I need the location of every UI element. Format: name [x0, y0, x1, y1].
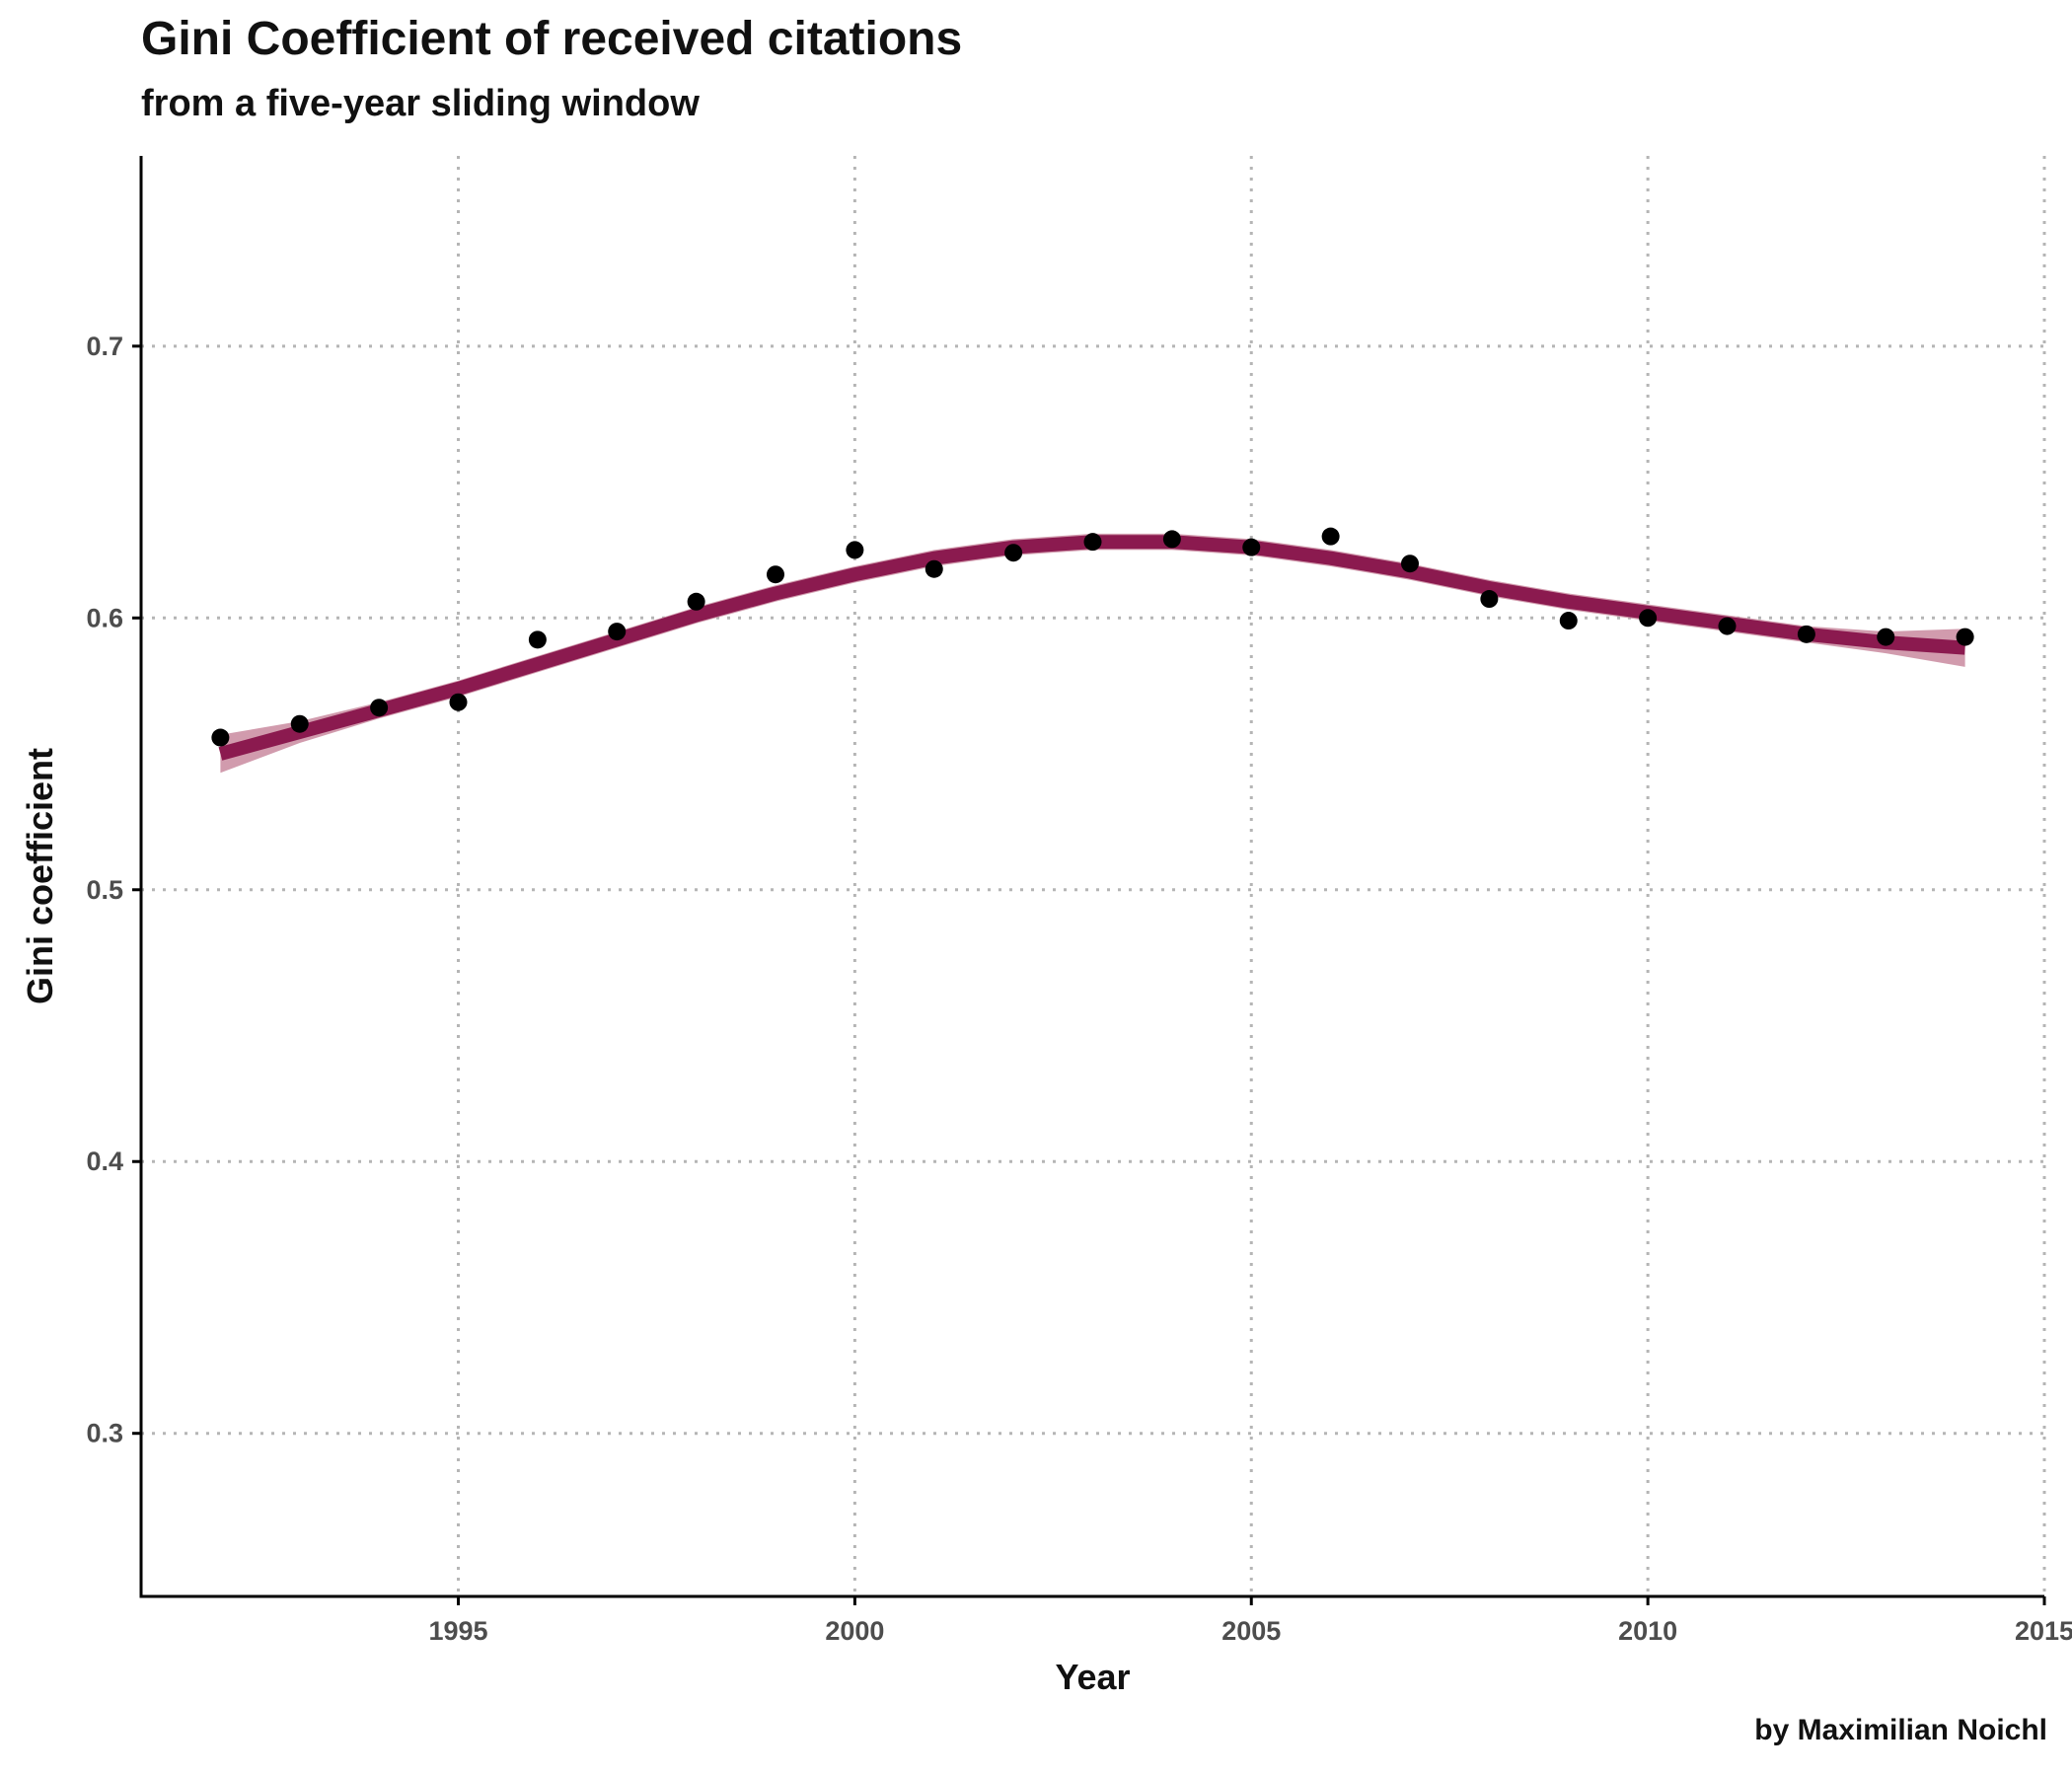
data-point	[1004, 544, 1023, 562]
x-tick-label: 2000	[825, 1616, 884, 1646]
y-tick-label: 0.5	[86, 875, 123, 905]
data-point	[211, 728, 230, 747]
x-tick-label: 1995	[428, 1616, 487, 1646]
data-point	[1162, 530, 1181, 549]
y-tick-label: 0.4	[86, 1147, 123, 1176]
chart-caption: by Maximilian Noichl	[1754, 1714, 2047, 1746]
x-tick-label: 2015	[2015, 1616, 2072, 1646]
trend-line	[218, 535, 1966, 761]
data-point	[687, 592, 705, 611]
data-point	[1242, 538, 1261, 556]
data-point	[1877, 628, 1895, 646]
data-point	[1083, 533, 1102, 552]
x-axis-title: Year	[1055, 1657, 1130, 1697]
y-axis-title: Gini coefficient	[20, 748, 60, 1004]
data-point	[1559, 612, 1578, 630]
band-layer	[220, 533, 1965, 774]
x-tick-label: 2005	[1221, 1616, 1281, 1646]
point-layer	[211, 527, 1974, 747]
data-point	[528, 630, 547, 649]
data-point	[1401, 555, 1419, 573]
data-point	[925, 559, 943, 578]
data-point	[1718, 617, 1737, 635]
y-tick-label: 0.3	[86, 1419, 123, 1448]
grid-layer	[141, 156, 2046, 1596]
data-point	[1480, 590, 1499, 609]
data-point	[449, 693, 468, 711]
data-point	[1797, 625, 1815, 643]
y-tick-label: 0.7	[86, 332, 123, 361]
line-layer	[218, 535, 1966, 761]
chart-title: Gini Coefficient of received citations	[141, 13, 963, 65]
data-point	[1321, 527, 1340, 546]
x-tick-label: 2010	[1618, 1616, 1677, 1646]
data-point	[290, 714, 309, 733]
data-point	[1639, 609, 1658, 628]
data-point	[608, 623, 627, 641]
data-point	[370, 699, 389, 717]
confidence-band	[220, 533, 1965, 774]
tick-layer: 0.3 0.4 0.5 0.6 0.7 1995 2000 2005 2010 2015	[86, 332, 2072, 1646]
axis-layer	[139, 156, 2044, 1598]
data-point	[846, 541, 864, 559]
data-point	[767, 565, 784, 584]
y-tick-label: 0.6	[86, 603, 123, 632]
chart-subtitle: from a five-year sliding window	[141, 83, 700, 124]
data-point	[1956, 628, 1974, 646]
